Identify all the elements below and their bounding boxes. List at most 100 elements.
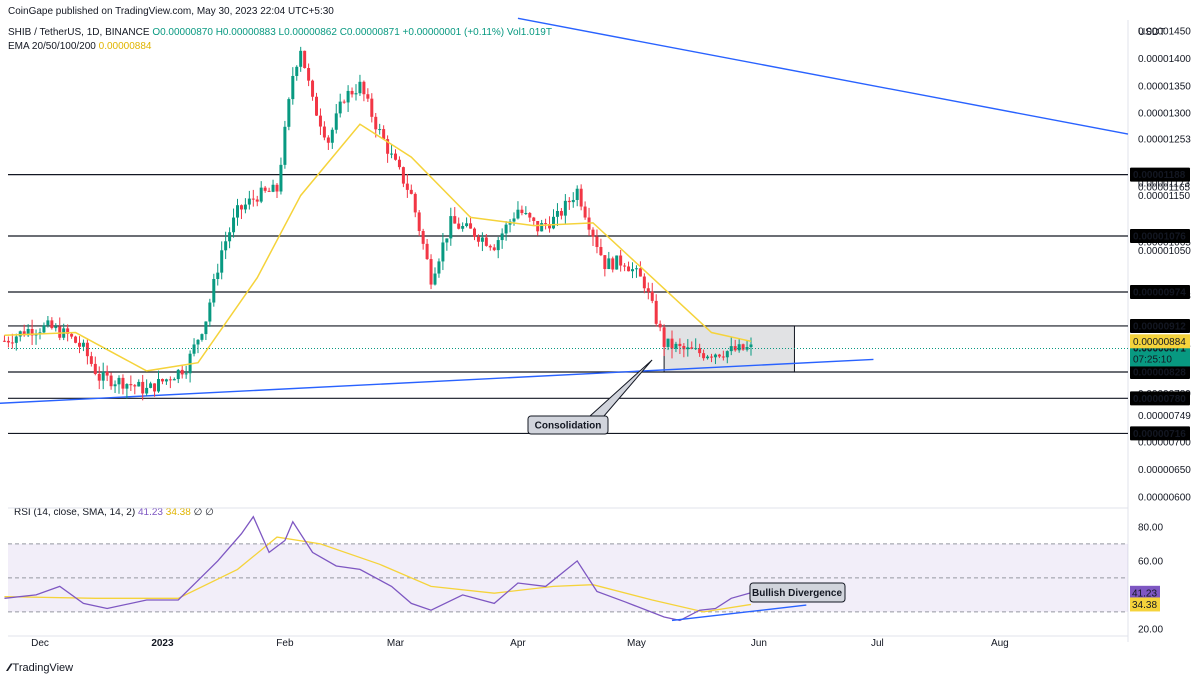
candle-body xyxy=(441,242,445,262)
symbol-legend: SHIB / TetherUS, 1D, BINANCE O0.00000870… xyxy=(8,27,552,38)
symbol-name[interactable]: SHIB / TetherUS, 1D, BINANCE xyxy=(8,27,150,38)
candle-body xyxy=(291,75,295,100)
candle-body xyxy=(611,258,615,270)
candle-body xyxy=(382,129,386,140)
candle-body xyxy=(741,344,745,350)
candle-body xyxy=(469,223,473,229)
rsi-legend[interactable]: RSI (14, close, SMA, 14, 2) 41.23 34.38 … xyxy=(14,507,214,518)
ema-price-tag xyxy=(1130,334,1190,349)
candle-body xyxy=(484,237,488,246)
candle-body xyxy=(279,164,283,192)
level-price-tag-label: 0.00000828 xyxy=(1133,368,1186,379)
candle-body xyxy=(666,338,670,347)
candle-body xyxy=(559,211,563,216)
ema-value: 0.00000884 xyxy=(98,41,152,52)
candle-body xyxy=(307,68,311,81)
bar-countdown: 07:25:10 xyxy=(1133,354,1172,365)
price-tick-label: 0.00000749 xyxy=(1138,411,1191,422)
candle-body xyxy=(208,302,212,322)
candle-body xyxy=(70,333,74,337)
level-price-tag xyxy=(1130,318,1190,333)
candle-body xyxy=(567,200,571,203)
trendline-support[interactable] xyxy=(0,358,874,404)
time-tick-label: Feb xyxy=(276,638,294,649)
candle-body xyxy=(247,198,251,205)
candle-body xyxy=(311,80,315,97)
candle-body xyxy=(678,343,682,346)
currency-label: USDT xyxy=(1138,27,1165,38)
candle-body xyxy=(461,226,465,229)
candle-body xyxy=(437,261,441,274)
candle-body xyxy=(749,344,753,348)
candle-body xyxy=(362,81,366,95)
level-price-tag-label: 0.00001188 xyxy=(1133,170,1186,181)
candle-body xyxy=(374,116,378,130)
candle-body xyxy=(145,387,149,394)
price-tick-label: 0.00001150 xyxy=(1138,191,1191,202)
candle-body xyxy=(603,255,607,270)
candle-body xyxy=(421,230,425,244)
candle-body xyxy=(650,291,654,301)
candle-body xyxy=(10,342,14,344)
candle-body xyxy=(172,379,176,381)
candle-body xyxy=(674,343,678,349)
level-price-tag xyxy=(1130,391,1190,406)
tv-logo-text: TradingView xyxy=(12,662,74,674)
candle-body xyxy=(619,255,623,266)
last-price-tag-label: 0.00000871 xyxy=(1133,343,1186,354)
candle-body xyxy=(540,223,544,232)
level-price-tag-label: 0.00000912 xyxy=(1133,321,1186,332)
candle-body xyxy=(168,379,172,381)
consolidation-callout[interactable] xyxy=(527,415,609,435)
price-tick-label: 0.00001450 xyxy=(1138,26,1191,37)
candle-body xyxy=(125,384,129,389)
rsi-extra-a: ∅ xyxy=(193,507,203,518)
ema-price-tag-label: 0.00000884 xyxy=(1133,337,1186,348)
candle-body xyxy=(417,212,421,231)
candle-body xyxy=(295,66,299,76)
candle-body xyxy=(89,356,93,364)
candle-body xyxy=(141,381,145,394)
candle-body xyxy=(58,326,62,338)
level-price-tag xyxy=(1130,426,1190,441)
candle-body xyxy=(555,211,559,217)
candle-body xyxy=(50,320,54,329)
rsi-label: RSI (14, close, SMA, 14, 2) xyxy=(14,507,136,518)
time-tick-label: Apr xyxy=(510,638,526,649)
candle-body xyxy=(465,223,469,227)
price-tick-label: 0.00001050 xyxy=(1138,246,1191,257)
candle-body xyxy=(717,354,721,357)
rsi-sma-line[interactable] xyxy=(4,536,752,613)
candle-body xyxy=(512,218,516,222)
candle-body xyxy=(342,101,346,103)
candle-body xyxy=(615,255,619,270)
candle-body xyxy=(263,187,267,191)
divergence-callout[interactable] xyxy=(749,582,846,603)
candle-body xyxy=(627,266,631,272)
candle-body xyxy=(473,228,476,237)
candle-body xyxy=(129,384,133,386)
consolidation-label: Consolidation xyxy=(535,421,602,432)
candle-body xyxy=(405,183,409,190)
candle-body xyxy=(358,81,362,94)
candle-body xyxy=(2,340,6,342)
candle-body xyxy=(516,209,520,219)
ema-legend[interactable]: EMA 20/50/100/200 0.00000884 xyxy=(8,41,151,52)
candle-body xyxy=(18,331,22,337)
candle-body xyxy=(425,243,429,260)
level-price-tag-label: 0.00000974 xyxy=(1133,287,1186,298)
ema-line[interactable] xyxy=(4,123,752,372)
trendline-resistance[interactable] xyxy=(517,17,1129,135)
rsi-line[interactable] xyxy=(4,515,752,622)
price-tick-label: 0.00000600 xyxy=(1138,493,1191,504)
level-price-tag-label: 0.00000780 xyxy=(1133,394,1186,405)
candle-body xyxy=(239,205,243,210)
candle-body xyxy=(164,379,168,382)
price-tick-label: 0.00000700 xyxy=(1138,438,1191,449)
candle-body xyxy=(113,384,117,387)
candle-body xyxy=(520,209,524,214)
candle-body xyxy=(591,229,595,237)
time-tick-label: Jul xyxy=(871,638,884,649)
divergence-line[interactable] xyxy=(671,604,807,622)
